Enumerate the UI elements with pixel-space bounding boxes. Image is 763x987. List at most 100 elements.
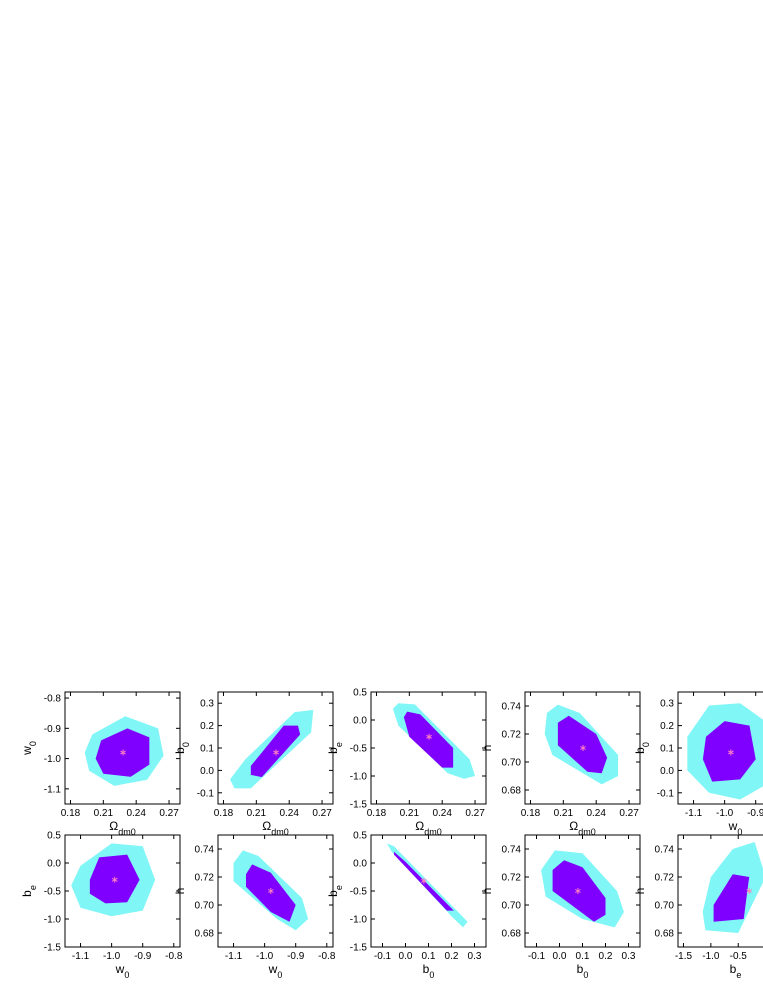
axis-label: b0 xyxy=(423,962,435,980)
x-tick-label: -0.1 xyxy=(374,951,392,962)
best-fit-marker xyxy=(267,888,274,894)
axis-label-main: b xyxy=(423,962,430,976)
best-fit-marker xyxy=(120,749,126,756)
x-tick-label: 0.1 xyxy=(576,951,590,962)
best-fit-marker xyxy=(111,876,118,883)
y-tick-label: -0.1 xyxy=(197,788,215,799)
y-tick-label: 0.5 xyxy=(47,831,61,842)
y-tick-label: 0.74 xyxy=(502,702,522,713)
y-tick-label: -1.1 xyxy=(44,784,62,795)
y-tick-label: -0.9 xyxy=(44,724,62,735)
axis-label-main: b xyxy=(730,962,737,976)
x-tick-label: 0.27 xyxy=(619,808,639,819)
axis-label-main: b xyxy=(577,962,584,976)
x-tick-label: 0.21 xyxy=(94,808,114,819)
axis-label-main: Ω xyxy=(109,819,118,833)
x-tick-label: 0.21 xyxy=(247,808,267,819)
plot-area xyxy=(387,843,468,928)
y-tick-label: 0.70 xyxy=(195,901,215,912)
y-tick-label: 0.68 xyxy=(195,929,215,940)
axis-label-sub: e xyxy=(334,885,344,890)
y-tick-label: 0.72 xyxy=(502,873,522,884)
axis-label-sub: 0 xyxy=(737,827,742,837)
y-tick-label: 0.3 xyxy=(660,699,674,710)
axis-label: w0 xyxy=(728,819,743,837)
axis-label: h xyxy=(480,888,494,895)
x-tick-label: 0.27 xyxy=(465,808,485,819)
y-tick-label: 0.74 xyxy=(655,845,675,856)
x-tick-label: -1.0 xyxy=(103,951,121,962)
x-tick-label: -1.0 xyxy=(702,951,720,962)
axis-label: h xyxy=(480,745,494,752)
y-tick-label: 0.68 xyxy=(502,929,522,940)
axis-label-main: w xyxy=(115,962,125,976)
y-tick-label: -1.0 xyxy=(44,754,62,765)
y-tick-label: -0.1 xyxy=(657,788,675,799)
x-tick-label: -1.5 xyxy=(675,951,693,962)
axis-label: Ωdm0 xyxy=(109,819,136,837)
axis-label: w0 xyxy=(20,741,38,756)
y-tick-label: 0.70 xyxy=(502,901,522,912)
plot-area xyxy=(544,704,619,785)
y-tick-label: 0.5 xyxy=(353,688,367,699)
x-tick-label: 0.21 xyxy=(400,808,420,819)
axis-label-main: w xyxy=(268,962,278,976)
axis-label-sub: 0 xyxy=(641,742,651,747)
axis-label: b0 xyxy=(577,962,589,980)
x-tick-label: 0.21 xyxy=(554,808,574,819)
axis-label: Ωdm0 xyxy=(569,819,596,837)
x-tick-label: -0.1 xyxy=(528,951,546,962)
x-tick-label: -0.9 xyxy=(134,951,152,962)
axis-label-sub: e xyxy=(334,742,344,747)
x-tick-label: 0.2 xyxy=(445,951,459,962)
x-tick-label: 0.3 xyxy=(468,951,482,962)
axis-label-sub: 0 xyxy=(583,970,588,980)
x-tick-label: -1.1 xyxy=(225,951,243,962)
y-tick-label: 0.72 xyxy=(655,873,675,884)
axis-label-sub: 0 xyxy=(124,970,129,980)
axis-label-sub: dm0 xyxy=(424,827,442,837)
x-tick-label: -0.5 xyxy=(730,951,748,962)
x-tick-label: -1.0 xyxy=(716,808,734,819)
plot-frame xyxy=(64,691,181,805)
x-tick-label: 0.24 xyxy=(279,808,299,819)
axis-label: be xyxy=(326,885,344,897)
best-fit-marker xyxy=(580,745,586,751)
axis-label: w0 xyxy=(268,962,283,980)
plot-area xyxy=(84,716,164,786)
plot-area xyxy=(71,843,156,917)
axis-label-main: w xyxy=(20,746,34,756)
x-tick-label: -1.1 xyxy=(72,951,90,962)
x-tick-label: 0.18 xyxy=(521,808,541,819)
axis-label: be xyxy=(20,885,38,897)
x-tick-label: 0.0 xyxy=(399,951,413,962)
axis-label-main: b xyxy=(326,747,340,754)
axis-label-sub: dm0 xyxy=(578,827,596,837)
y-tick-label: 0.0 xyxy=(353,716,367,727)
x-tick-label: 0.18 xyxy=(61,808,81,819)
plot-area xyxy=(233,850,309,931)
y-tick-label: 0.1 xyxy=(660,744,674,755)
x-tick-label: -1.0 xyxy=(256,951,274,962)
axis-label: be xyxy=(326,742,344,754)
axis-label: Ωdm0 xyxy=(415,819,442,837)
axis-label-sub: dm0 xyxy=(118,827,136,837)
y-tick-label: -1.5 xyxy=(44,943,62,954)
x-tick-label: -0.8 xyxy=(318,951,336,962)
axis-label-main: b xyxy=(173,747,187,754)
x-tick-label: -0.9 xyxy=(747,808,763,819)
y-tick-label: 0.2 xyxy=(200,721,214,732)
axis-label: h xyxy=(173,888,187,895)
axis-label: w0 xyxy=(115,962,130,980)
y-tick-label: -0.5 xyxy=(350,887,368,898)
x-tick-label: 0.3 xyxy=(622,951,636,962)
plot-area xyxy=(392,703,476,779)
plot-frame xyxy=(217,834,334,948)
axis-label-sub: e xyxy=(736,970,741,980)
y-tick-label: 0.72 xyxy=(195,873,215,884)
plot-area xyxy=(230,709,314,789)
axis-label-main: h xyxy=(173,888,187,895)
confidence-region xyxy=(552,860,606,922)
x-tick-label: -0.9 xyxy=(287,951,305,962)
best-fit-marker xyxy=(575,888,581,894)
